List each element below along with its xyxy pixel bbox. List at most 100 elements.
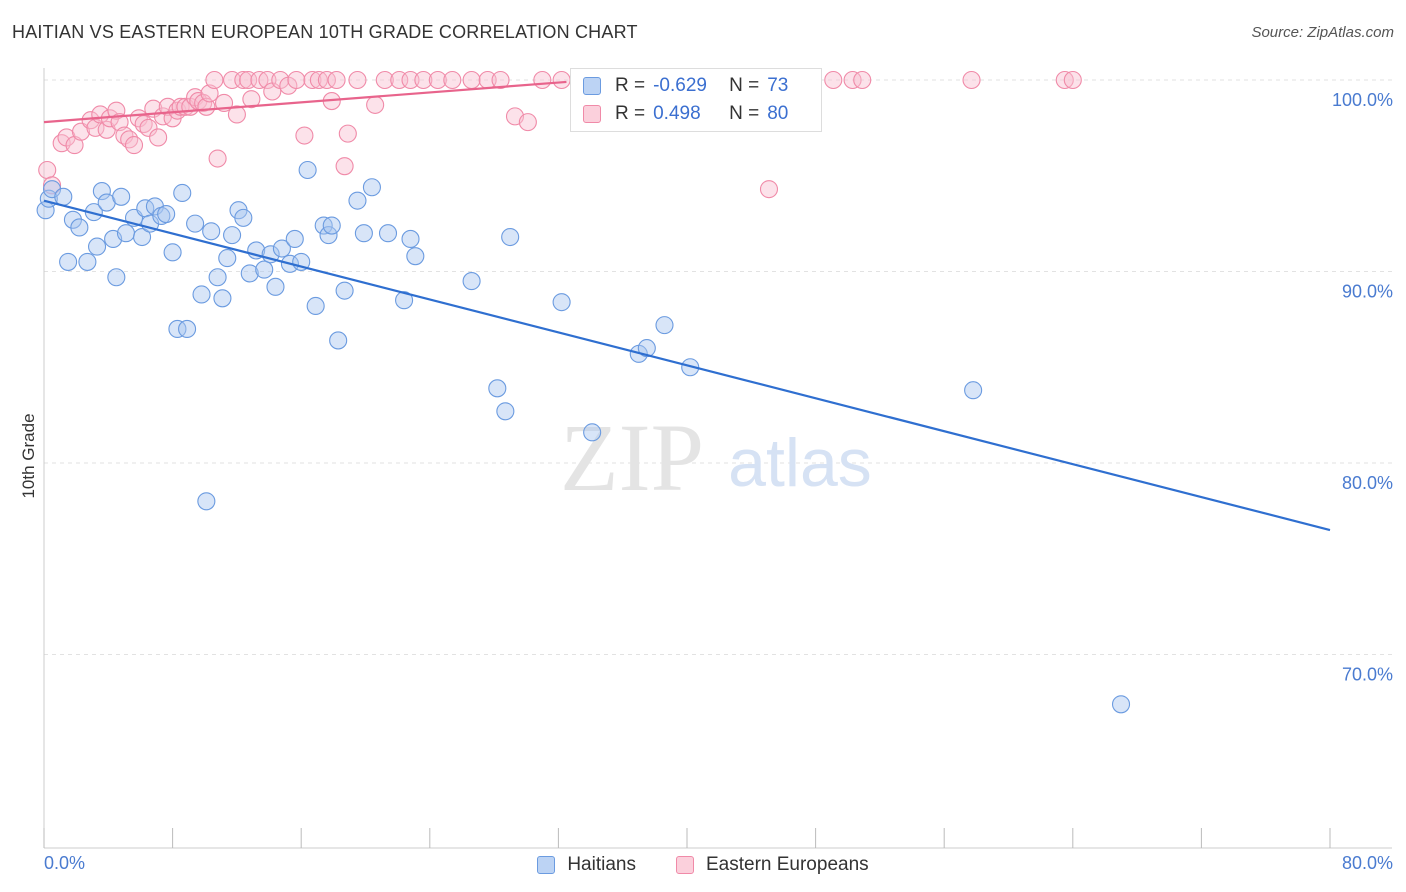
eastern-point: [205, 70, 224, 90]
haitian-point: [306, 296, 325, 316]
haitian-point: [63, 210, 82, 229]
haitians-legend-swatch: [537, 856, 556, 874]
eastern-point: [518, 113, 537, 132]
eastern-point: [295, 126, 314, 145]
haitian-point: [70, 218, 89, 237]
haitian-point: [213, 289, 232, 308]
haitian-point: [322, 216, 341, 235]
eastern-point: [139, 118, 158, 137]
eastern-legend-label: Eastern Europeans: [705, 854, 869, 875]
eastern-point: [759, 180, 779, 199]
eastern-point: [120, 130, 139, 149]
watermark-atlas: atlas: [728, 425, 872, 501]
haitian-point: [319, 226, 338, 245]
haitian-point: [401, 229, 420, 248]
haitian-point: [107, 268, 126, 287]
haitian-point: [255, 260, 274, 279]
haitian-point: [266, 277, 285, 296]
grid-lines: [44, 79, 1392, 655]
legend-row-haitians: R = -0.629 N = 73: [583, 73, 797, 99]
haitian-point: [335, 281, 354, 300]
eastern-point: [375, 70, 394, 90]
haitian-point: [178, 319, 197, 339]
haitians-n-value: 73: [767, 75, 789, 96]
eastern-point: [38, 160, 57, 180]
haitian-point: [168, 319, 187, 339]
haitian-point: [163, 243, 182, 262]
eastern-point: [533, 70, 552, 90]
haitian-point: [223, 226, 242, 245]
haitians-points: [36, 160, 1131, 714]
y-tick-labels: 70.0% 80.0% 90.0% 100.0%: [1332, 90, 1393, 685]
eastern-point: [462, 70, 481, 90]
legend-item-eastern[interactable]: Eastern Europeans: [675, 854, 869, 876]
series-legend: Haitians Eastern Europeans: [0, 852, 1406, 878]
eastern-europeans-points: [38, 70, 1082, 199]
y-axis-label: 10th Grade: [19, 413, 38, 498]
haitian-point: [192, 285, 211, 304]
haitian-point: [202, 222, 221, 241]
chart-title: HAITIAN VS EASTERN EUROPEAN 10TH GRADE C…: [12, 22, 638, 42]
legend-r-label: R =: [615, 103, 646, 124]
haitian-point: [1111, 695, 1131, 714]
eastern-point: [158, 97, 177, 116]
haitian-point: [54, 187, 73, 206]
eastern-point: [401, 70, 420, 90]
correlation-legend: R = -0.629 N = 73 R = 0.498 N = 80: [570, 68, 822, 132]
eastern-point: [348, 70, 367, 90]
haitian-point: [116, 224, 136, 243]
haitian-point: [298, 160, 317, 180]
haitian-point: [218, 249, 237, 268]
eastern-point: [86, 118, 105, 137]
x-tick-labels: 0.0% 80.0%: [44, 853, 1393, 873]
eastern-point: [42, 176, 62, 195]
haitian-point: [272, 239, 291, 258]
eastern-point: [366, 95, 385, 114]
legend-item-haitians[interactable]: Haitians: [537, 854, 636, 876]
legend-r-label: R =: [615, 75, 646, 96]
haitian-point: [92, 182, 111, 201]
haitian-point: [501, 227, 520, 247]
eastern-point: [338, 124, 357, 143]
eastern-point: [303, 70, 322, 90]
haitian-point: [173, 183, 192, 203]
legend-n-label: N =: [729, 75, 760, 96]
haitian-point: [87, 237, 107, 256]
eastern-point: [149, 128, 168, 147]
eastern-r-value: 0.498: [653, 103, 701, 124]
haitian-point: [637, 339, 656, 358]
x-tick-label: 0.0%: [44, 853, 85, 873]
haitian-point: [112, 187, 131, 206]
haitian-point: [395, 291, 414, 310]
eastern-point: [414, 70, 433, 90]
watermark-zip: ZIP: [560, 404, 704, 511]
eastern-point: [258, 70, 277, 90]
y-tick-label: 100.0%: [1332, 90, 1393, 110]
haitian-point: [583, 423, 602, 442]
haitian-point: [378, 224, 398, 243]
eastern-point: [200, 84, 219, 103]
eastern-point: [227, 105, 246, 124]
haitian-point: [157, 205, 176, 224]
watermark: ZIP atlas: [560, 404, 872, 511]
haitian-point: [78, 252, 97, 271]
haitian-point: [488, 379, 507, 398]
haitians-r-value: -0.629: [653, 75, 707, 96]
source-label: Source: ZipAtlas.com: [1251, 24, 1394, 41]
haitian-point: [552, 293, 571, 312]
eastern-point: [124, 136, 144, 155]
haitian-point: [406, 247, 425, 266]
haitian-point: [285, 229, 304, 248]
haitian-point: [964, 381, 983, 400]
eastern-point: [491, 70, 510, 90]
eastern-point: [327, 70, 346, 90]
eastern-point: [443, 70, 462, 90]
haitian-point: [329, 331, 348, 350]
haitian-point: [462, 272, 481, 291]
trend-lines: [43, 80, 1331, 532]
eastern-point: [853, 70, 872, 90]
eastern-trend-line: [43, 80, 567, 124]
eastern-point: [1063, 70, 1082, 90]
haitian-point: [186, 214, 205, 233]
